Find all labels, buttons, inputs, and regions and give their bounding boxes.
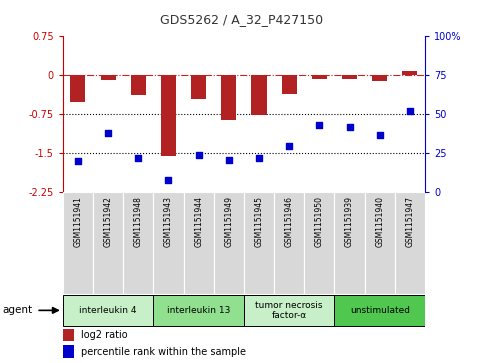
Bar — [304, 192, 335, 294]
Bar — [161, 75, 176, 156]
Text: GSM1151947: GSM1151947 — [405, 196, 414, 248]
Text: GSM1151944: GSM1151944 — [194, 196, 203, 248]
Text: interleukin 13: interleukin 13 — [167, 306, 230, 315]
Bar — [71, 75, 85, 102]
Bar — [93, 192, 123, 294]
Text: percentile rank within the sample: percentile rank within the sample — [81, 347, 246, 356]
Text: GDS5262 / A_32_P427150: GDS5262 / A_32_P427150 — [160, 13, 323, 26]
Bar — [213, 192, 244, 294]
Text: GSM1151943: GSM1151943 — [164, 196, 173, 248]
Bar — [335, 192, 365, 294]
Point — [255, 155, 263, 161]
Bar — [63, 329, 73, 341]
Bar — [154, 192, 184, 294]
Text: tumor necrosis
factor-α: tumor necrosis factor-α — [256, 301, 323, 320]
Text: GSM1151939: GSM1151939 — [345, 196, 354, 248]
Point — [165, 177, 172, 183]
Bar — [335, 295, 425, 326]
Point — [134, 155, 142, 161]
Point — [225, 157, 233, 163]
Text: log2 ratio: log2 ratio — [81, 330, 128, 340]
Text: agent: agent — [2, 305, 32, 315]
Point — [74, 158, 82, 164]
Bar — [244, 192, 274, 294]
Text: unstimulated: unstimulated — [350, 306, 410, 315]
Point — [376, 132, 384, 138]
Text: GSM1151945: GSM1151945 — [255, 196, 264, 248]
Bar — [402, 71, 417, 75]
Bar — [154, 295, 244, 326]
Bar — [191, 75, 206, 99]
Text: GSM1151950: GSM1151950 — [315, 196, 324, 248]
Bar — [252, 75, 267, 115]
Point — [406, 108, 414, 114]
Bar — [312, 75, 327, 79]
Point — [346, 124, 354, 130]
Point — [315, 122, 323, 128]
Bar — [123, 192, 154, 294]
Text: interleukin 4: interleukin 4 — [79, 306, 137, 315]
Text: GSM1151942: GSM1151942 — [103, 196, 113, 247]
Bar — [100, 75, 115, 80]
Text: GSM1151941: GSM1151941 — [73, 196, 83, 247]
Text: GSM1151949: GSM1151949 — [224, 196, 233, 248]
Bar — [372, 75, 387, 81]
Bar — [63, 345, 73, 358]
Bar — [342, 75, 357, 79]
Point — [195, 152, 202, 158]
Bar — [282, 75, 297, 94]
Bar — [184, 192, 213, 294]
Text: GSM1151946: GSM1151946 — [284, 196, 294, 248]
Bar — [244, 295, 334, 326]
Bar — [131, 75, 146, 95]
Bar — [365, 192, 395, 294]
Text: GSM1151940: GSM1151940 — [375, 196, 384, 248]
Bar — [63, 295, 154, 326]
Bar — [63, 192, 93, 294]
Bar — [221, 75, 236, 119]
Point — [104, 130, 112, 136]
Bar — [274, 192, 304, 294]
Text: GSM1151948: GSM1151948 — [134, 196, 143, 247]
Point — [285, 143, 293, 148]
Bar — [395, 192, 425, 294]
